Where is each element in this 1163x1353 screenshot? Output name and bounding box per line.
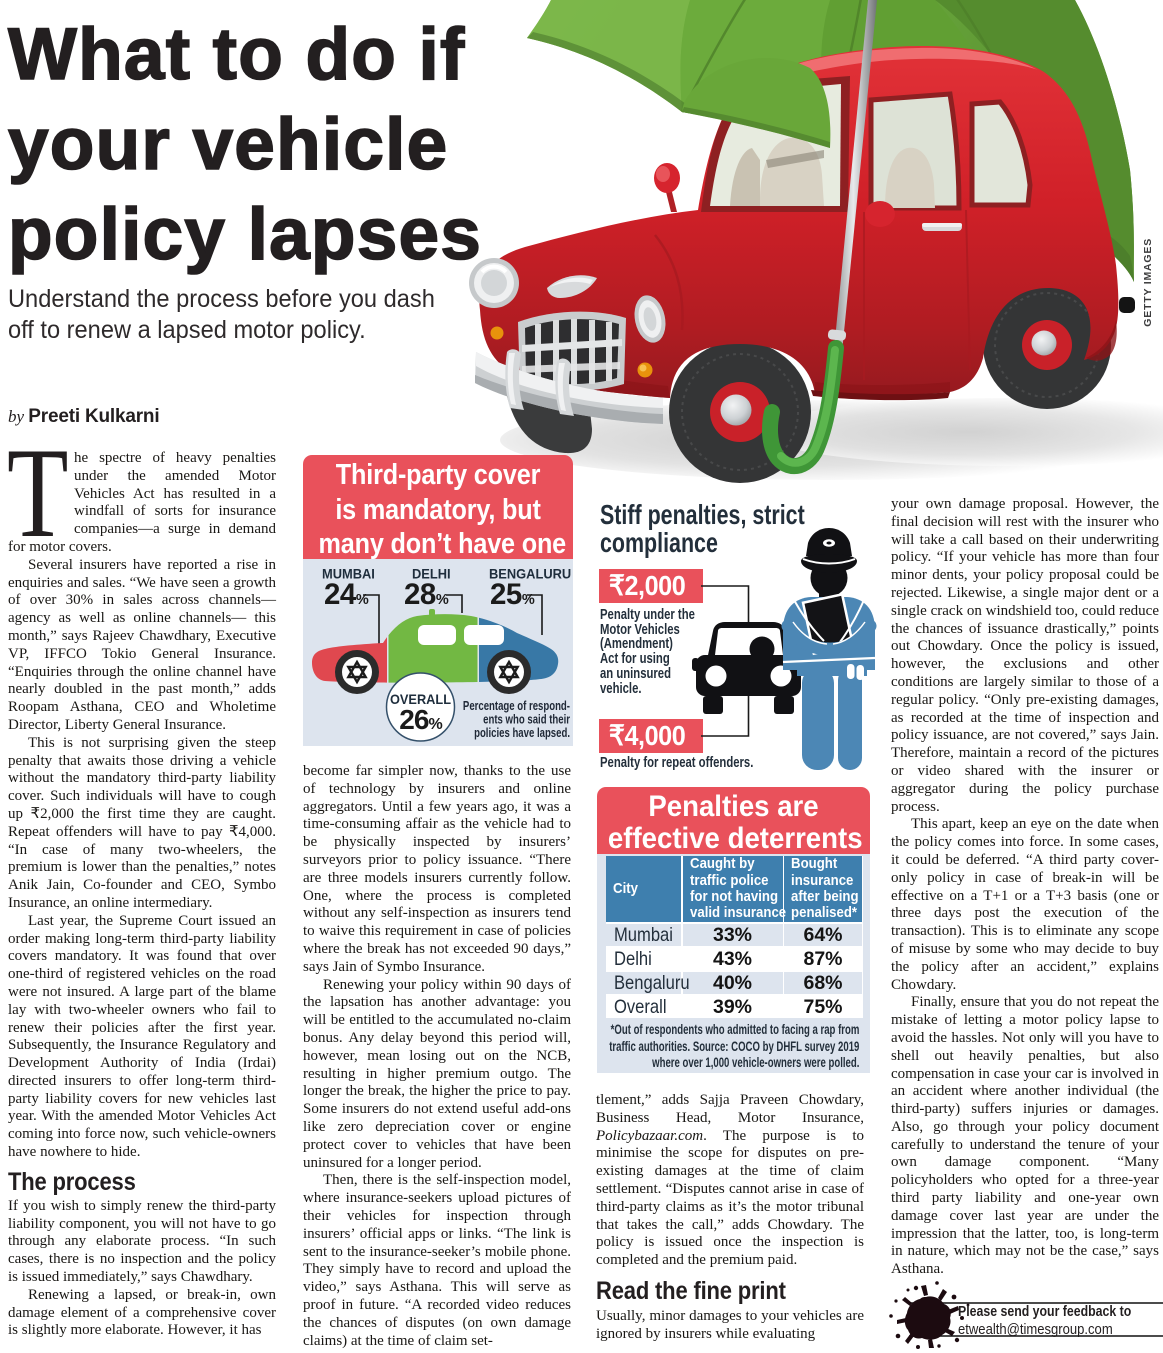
- svg-text:policies have lapsed.: policies have lapsed.: [474, 726, 570, 740]
- svg-text:ents who said their: ents who said their: [483, 713, 570, 727]
- svg-text:28%: 28%: [404, 578, 449, 611]
- svg-text:MUMBAI: MUMBAI: [322, 566, 375, 582]
- svg-text:OVERALL: OVERALL: [390, 691, 451, 707]
- svg-text:DELHI: DELHI: [412, 566, 451, 582]
- svg-text:BENGALURU: BENGALURU: [489, 566, 571, 582]
- svg-text:24%: 24%: [324, 578, 369, 611]
- svg-text:Percentage of respond-: Percentage of respond-: [463, 699, 570, 713]
